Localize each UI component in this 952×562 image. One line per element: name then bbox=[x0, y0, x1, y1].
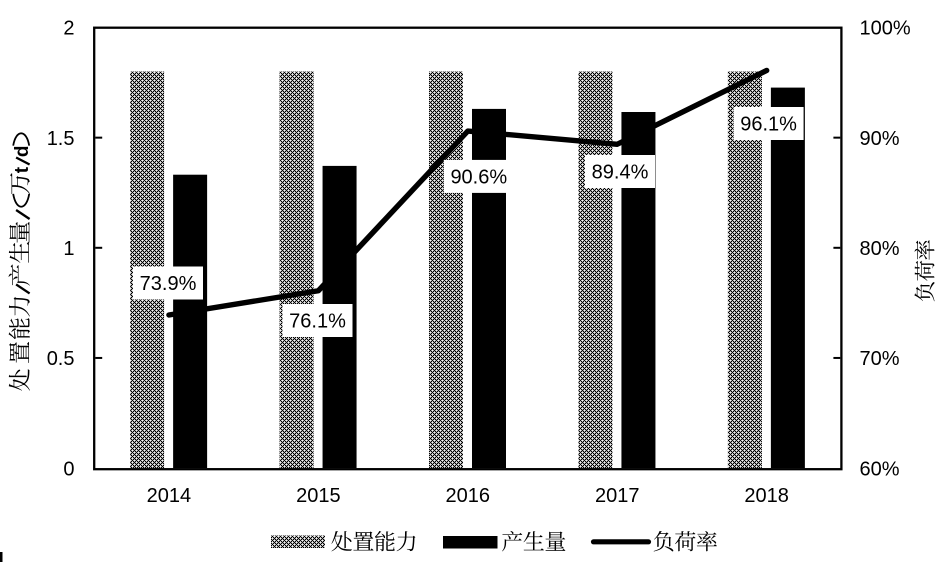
svg-text:2016: 2016 bbox=[446, 485, 491, 507]
svg-text:90%: 90% bbox=[860, 128, 900, 150]
svg-text:0: 0 bbox=[63, 458, 74, 480]
svg-text:2: 2 bbox=[63, 18, 74, 40]
svg-text:1: 1 bbox=[63, 238, 74, 260]
svg-text:60%: 60% bbox=[860, 458, 900, 480]
svg-text:2014: 2014 bbox=[147, 485, 192, 507]
svg-text:90.6%: 90.6% bbox=[450, 167, 507, 189]
svg-text:1.5: 1.5 bbox=[47, 128, 75, 150]
svg-text:73.9%: 73.9% bbox=[140, 273, 197, 295]
svg-text:2017: 2017 bbox=[595, 485, 640, 507]
svg-text:d: d bbox=[12, 145, 33, 157]
svg-text:2018: 2018 bbox=[744, 485, 789, 507]
svg-text:t: t bbox=[12, 166, 33, 173]
svg-text:2015: 2015 bbox=[296, 485, 341, 507]
svg-text:80%: 80% bbox=[860, 238, 900, 260]
svg-text:89.4%: 89.4% bbox=[592, 162, 649, 184]
svg-text:70%: 70% bbox=[860, 348, 900, 370]
svg-text:100%: 100% bbox=[860, 18, 911, 40]
svg-text:0.5: 0.5 bbox=[47, 348, 75, 370]
svg-text:96.1%: 96.1% bbox=[740, 114, 797, 136]
svg-text:76.1%: 76.1% bbox=[289, 311, 346, 333]
